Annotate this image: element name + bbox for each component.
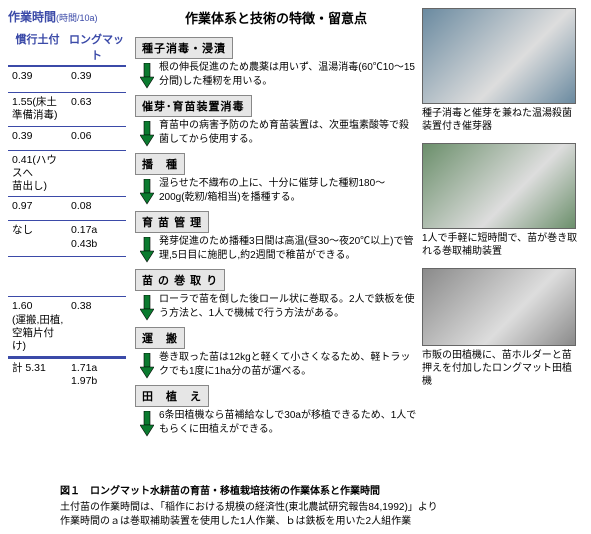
time-table-row: 1.55(床土準備消毒)0.63 xyxy=(8,93,126,127)
time-table-title-main: 作業時間 xyxy=(8,10,56,24)
time-table-cell-l: 0.39 xyxy=(8,130,67,143)
time-table-cell-r: 0.63 xyxy=(67,96,126,109)
figure-caption-title: 図１ ロングマット水耕苗の育苗・移植栽培技術の作業体系と作業時間 xyxy=(60,485,580,499)
down-arrow-icon xyxy=(139,61,155,89)
photo-caption: 1人で手軽に短時間で、苗が巻き取れる巻取補助装置 xyxy=(422,232,580,258)
workflow-step: 種子消毒・浸漬根の伸長促進のため農薬は用いず、温湯消毒(60℃10～15分間)し… xyxy=(135,37,417,93)
workflow-step-label: 苗 の 巻 取 り xyxy=(135,269,225,291)
time-table-cell-l: なし xyxy=(8,224,67,237)
time-table-row xyxy=(8,257,126,297)
down-arrow-icon xyxy=(139,351,155,379)
time-table-cell-l: 0.41(ハウスへ苗出し) xyxy=(8,154,67,193)
down-arrow-icon xyxy=(139,119,155,147)
workflow-step-body: ローラで苗を倒した後ロール状に巻取る。2人で鉄板を使う方法と、1人で機械で行う方… xyxy=(135,291,417,325)
time-table-total-l: 計 5.31 xyxy=(8,362,67,375)
down-arrow-icon xyxy=(139,409,155,437)
figure-caption-line1: 土付苗の作業時間は、「稲作における規模の経済性(東北農試研究報告84,1992)… xyxy=(60,501,580,515)
time-table-cell-r: 0.39 xyxy=(67,70,126,83)
workflow-step-label: 田 植 え xyxy=(135,385,209,407)
workflow-step: 催芽･育苗装置消毒育苗中の病害予防のため育苗装置は、次亜塩素酸等で殺菌してから使… xyxy=(135,95,417,151)
down-arrow-icon xyxy=(139,177,155,205)
workflow-step-desc: 発芽促進のため播種3日間は高温(昼30～夜20℃以上)で管理,5日目に施肥し,約… xyxy=(155,235,417,262)
workflow-step-desc: 6条田植機なら苗補給なしで30aが移植できるため、1人でもらくに田植えができる。 xyxy=(155,409,417,436)
time-table-row: 0.390.39 xyxy=(8,67,126,93)
workflow-step-body: 6条田植機なら苗補給なしで30aが移植できるため、1人でもらくに田植えができる。 xyxy=(135,407,417,441)
time-table-header-r: ロングマット xyxy=(67,31,126,63)
time-table-total: 計 5.31 1.71a1.97b xyxy=(8,357,126,391)
figure-root: 作業時間(時間/10a) 慣行土付 ロングマット 0.390.391.55(床土… xyxy=(0,0,591,534)
workflow-step-label: 播 種 xyxy=(135,153,185,175)
workflow-step-label: 種子消毒・浸漬 xyxy=(135,37,233,59)
workflow-step-body: 湿らせた不織布の上に、十分に催芽した種籾180～200g(乾籾/箱相当)を播種す… xyxy=(135,175,417,209)
time-table-row: 0.970.08 xyxy=(8,197,126,221)
time-table-title: 作業時間(時間/10a) xyxy=(8,8,126,25)
workflow-step: 運 搬巻き取った苗は12kgと軽くて小さくなるため、軽トラックでも1度に1ha分… xyxy=(135,327,417,383)
photo-caption: 種子消毒と催芽を兼ねた温湯殺菌装置付き催芽器 xyxy=(422,107,580,133)
workflow-step-desc: 湿らせた不織布の上に、十分に催芽した種籾180～200g(乾籾/箱相当)を播種す… xyxy=(155,177,417,204)
workflow-step-body: 巻き取った苗は12kgと軽くて小さくなるため、軽トラックでも1度に1ha分の苗が… xyxy=(135,349,417,383)
workflow-step: 田 植 え6条田植機なら苗補給なしで30aが移植できるため、1人でもらくに田植え… xyxy=(135,385,417,441)
time-table-cell-r: 0.06 xyxy=(67,130,126,143)
workflow-step-desc: 育苗中の病害予防のため育苗装置は、次亜塩素酸等で殺菌してから使用する。 xyxy=(155,119,417,146)
workflow-step-body: 発芽促進のため播種3日間は高温(昼30～夜20℃以上)で管理,5日目に施肥し,約… xyxy=(135,233,417,267)
time-table-cell-r: 0.17a0.43b xyxy=(67,224,126,250)
workflow-step: 播 種湿らせた不織布の上に、十分に催芽した種籾180～200g(乾籾/箱相当)を… xyxy=(135,153,417,209)
time-table-row: なし0.17a0.43b xyxy=(8,221,126,257)
workflow-step-body: 根の伸長促進のため農薬は用いず、温湯消毒(60℃10～15分間)した種籾を用いる… xyxy=(135,59,417,93)
workflow-step-desc: 巻き取った苗は12kgと軽くて小さくなるため、軽トラックでも1度に1ha分の苗が… xyxy=(155,351,417,378)
down-arrow-icon xyxy=(139,235,155,263)
workflow-step: 苗 の 巻 取 りローラで苗を倒した後ロール状に巻取る。2人で鉄板を使う方法と、… xyxy=(135,269,417,325)
workflow-step-desc: ローラで苗を倒した後ロール状に巻取る。2人で鉄板を使う方法と、1人で機械で行う方… xyxy=(155,293,417,320)
time-table-header: 慣行土付 ロングマット xyxy=(8,29,126,67)
photo xyxy=(422,143,576,229)
figure-caption: 図１ ロングマット水耕苗の育苗・移植栽培技術の作業体系と作業時間 土付苗の作業時… xyxy=(60,485,580,529)
time-table-cell-l: 1.55(床土準備消毒) xyxy=(8,96,67,122)
workflow: 作業体系と技術の特徴・留意点 種子消毒・浸漬根の伸長促進のため農薬は用いず、温湯… xyxy=(135,8,417,443)
time-table-cell-r: 0.08 xyxy=(67,200,126,213)
photo-caption: 市販の田植機に、苗ホルダーと苗押えを付加したロングマット田植機 xyxy=(422,349,580,388)
workflow-step: 育 苗 管 理発芽促進のため播種3日間は高温(昼30～夜20℃以上)で管理,5日… xyxy=(135,211,417,267)
photo-column: 種子消毒と催芽を兼ねた温湯殺菌装置付き催芽器 1人で手軽に短時間で、苗が巻き取れる… xyxy=(422,8,580,398)
workflow-step-label: 育 苗 管 理 xyxy=(135,211,209,233)
workflow-step-body: 育苗中の病害予防のため育苗装置は、次亜塩素酸等で殺菌してから使用する。 xyxy=(135,117,417,151)
time-table-total-r: 1.71a1.97b xyxy=(67,362,126,388)
time-table-cell-l: 0.97 xyxy=(8,200,67,213)
figure-caption-line2: 作業時間のａは巻取補助装置を使用した1人作業、ｂは鉄板を用いた2人組作業 xyxy=(60,515,580,529)
time-table-cell-r: 0.38 xyxy=(67,300,126,313)
time-table-row: 0.41(ハウスへ苗出し) xyxy=(8,151,126,197)
workflow-step-desc: 根の伸長促進のため農薬は用いず、温湯消毒(60℃10～15分間)した種籾を用いる… xyxy=(155,61,417,88)
workflow-step-label: 運 搬 xyxy=(135,327,185,349)
time-table-cell-l: 0.39 xyxy=(8,70,67,83)
time-table: 作業時間(時間/10a) 慣行土付 ロングマット 0.390.391.55(床土… xyxy=(8,8,126,391)
down-arrow-icon xyxy=(139,293,155,321)
workflow-step-label: 催芽･育苗装置消毒 xyxy=(135,95,252,117)
time-table-row: 1.60(運搬,田植,空箱片付け)0.38 xyxy=(8,297,126,357)
time-table-header-l: 慣行土付 xyxy=(8,31,67,63)
photo xyxy=(422,8,576,104)
time-table-row: 0.390.06 xyxy=(8,127,126,151)
time-table-title-unit: (時間/10a) xyxy=(56,13,98,23)
workflow-title: 作業体系と技術の特徴・留意点 xyxy=(135,8,417,27)
time-table-cell-l: 1.60(運搬,田植,空箱片付け) xyxy=(8,300,67,353)
photo xyxy=(422,268,576,346)
